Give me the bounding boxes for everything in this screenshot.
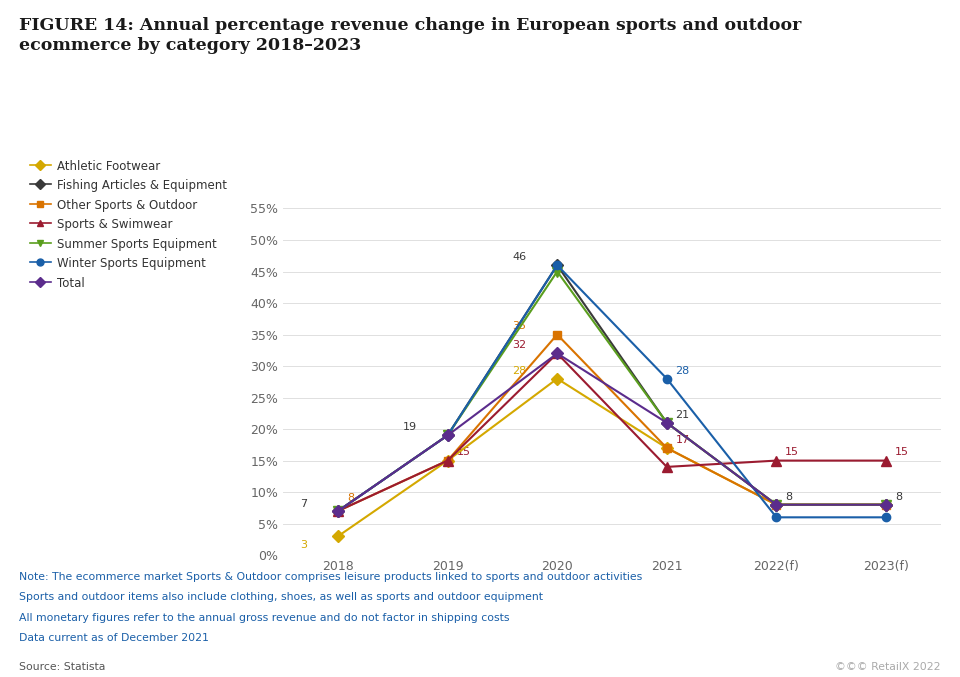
- Text: 19: 19: [403, 422, 417, 432]
- Text: 8: 8: [347, 493, 354, 503]
- Text: 28: 28: [513, 366, 526, 376]
- Text: ecommerce by category 2018–2023: ecommerce by category 2018–2023: [19, 37, 362, 54]
- Text: 35: 35: [513, 322, 526, 331]
- Text: All monetary figures refer to the annual gross revenue and do not factor in ship: All monetary figures refer to the annual…: [19, 613, 510, 623]
- Text: 15: 15: [895, 447, 909, 458]
- Text: 21: 21: [676, 410, 689, 420]
- Text: Sports and outdoor items also include clothing, shoes, as well as sports and out: Sports and outdoor items also include cl…: [19, 592, 543, 603]
- Text: 46: 46: [513, 252, 526, 262]
- Legend: Athletic Footwear, Fishing Articles & Equipment, Other Sports & Outdoor, Sports : Athletic Footwear, Fishing Articles & Eq…: [25, 155, 231, 294]
- Text: 32: 32: [513, 341, 526, 350]
- Text: Data current as of December 2021: Data current as of December 2021: [19, 633, 209, 643]
- Text: 3: 3: [300, 540, 307, 550]
- Text: 28: 28: [676, 366, 690, 376]
- Text: Note: The ecommerce market Sports & Outdoor comprises leisure products linked to: Note: The ecommerce market Sports & Outd…: [19, 572, 642, 582]
- Text: 8: 8: [785, 492, 792, 502]
- Text: 17: 17: [676, 435, 689, 445]
- Text: ©©© RetailX 2022: ©©© RetailX 2022: [835, 662, 941, 672]
- Text: FIGURE 14: Annual percentage revenue change in European sports and outdoor: FIGURE 14: Annual percentage revenue cha…: [19, 17, 802, 34]
- Text: 15: 15: [785, 447, 799, 458]
- Text: 7: 7: [300, 499, 307, 509]
- Text: 15: 15: [456, 447, 470, 458]
- Text: 8: 8: [895, 492, 901, 502]
- Text: Source: Statista: Source: Statista: [19, 662, 106, 672]
